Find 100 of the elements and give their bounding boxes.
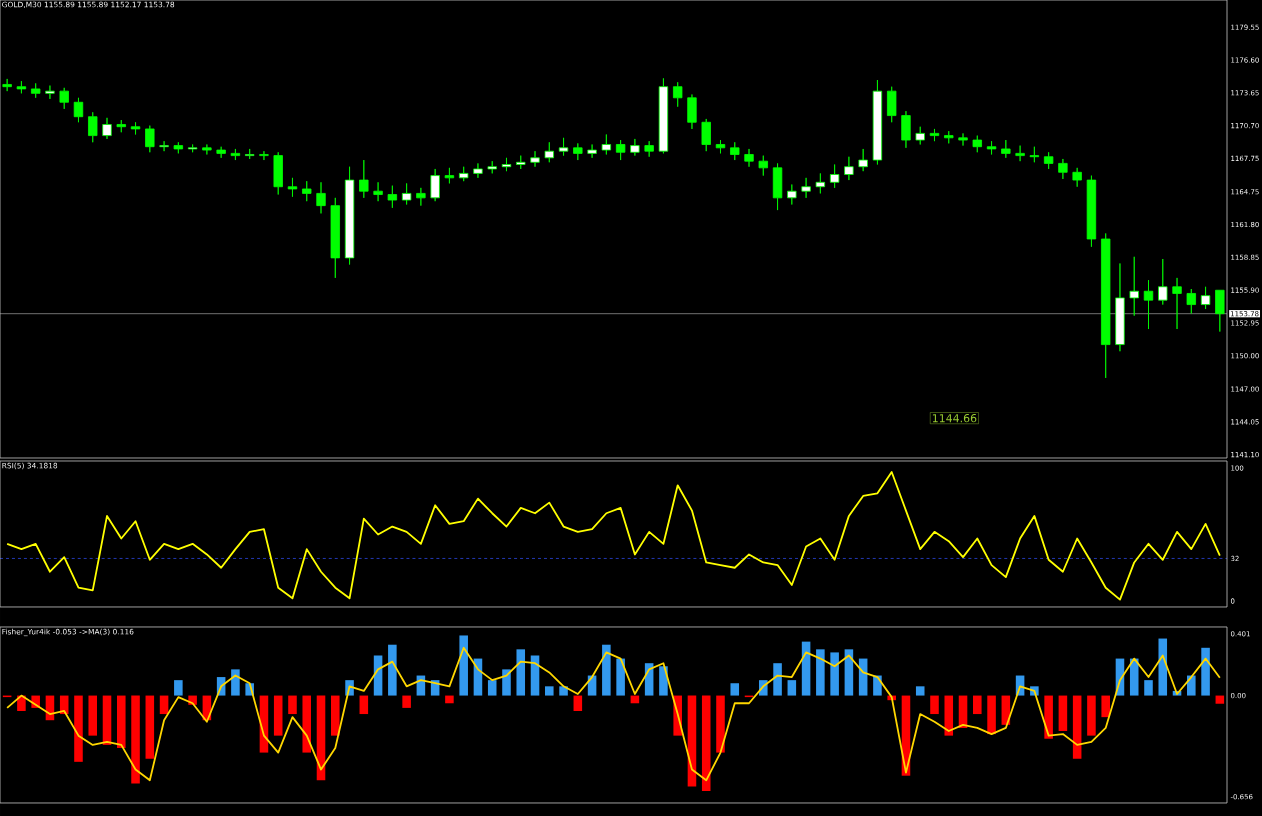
candlestick [1101, 233, 1111, 379]
bar [1087, 695, 1096, 736]
candlestick [944, 130, 954, 144]
candlestick [701, 118, 711, 152]
bar [302, 695, 312, 753]
candlestick [1086, 175, 1097, 248]
candlestick [615, 139, 626, 161]
candlestick [202, 144, 212, 155]
candlestick [31, 82, 41, 99]
candlestick [88, 111, 98, 143]
candlestick [901, 110, 911, 149]
candlestick [1043, 151, 1054, 170]
bar [388, 644, 397, 696]
candlestick [273, 151, 283, 195]
candlestick [473, 162, 483, 179]
bar [987, 695, 996, 735]
candlestick [815, 173, 826, 194]
candlestick [159, 140, 169, 152]
candlestick [501, 157, 512, 172]
candlestick [230, 148, 241, 161]
bar [616, 658, 625, 696]
candlestick [459, 166, 469, 182]
bar [716, 695, 725, 753]
candlestick [1129, 256, 1139, 317]
candlestick [801, 177, 811, 199]
bar [1129, 658, 1139, 696]
bar [174, 680, 183, 696]
candlestick [687, 94, 697, 130]
candlestick [658, 77, 669, 154]
candlestick [915, 126, 925, 145]
bar [102, 695, 112, 745]
candlestick [744, 148, 754, 168]
bar [131, 695, 140, 784]
candlestick [858, 148, 868, 172]
bar [1058, 695, 1068, 732]
candlestick [359, 159, 369, 199]
candlestick [430, 168, 440, 202]
candlestick [1186, 288, 1196, 314]
bar [659, 666, 668, 696]
bar [930, 695, 939, 715]
bar [602, 644, 611, 696]
bar [944, 695, 954, 736]
bar [459, 635, 468, 696]
candlestick [287, 177, 298, 198]
annotation: 1144.66 [932, 414, 977, 423]
candlestick [216, 146, 226, 159]
candlestick [673, 81, 683, 108]
bar [773, 663, 782, 696]
bar [159, 695, 169, 715]
line-series [6, 471, 1221, 601]
bar [530, 655, 540, 696]
candlestick [758, 155, 768, 177]
bar [701, 695, 711, 792]
candlestick [444, 167, 455, 184]
candlestick [145, 125, 155, 153]
bar [1044, 695, 1053, 739]
candlestick [344, 166, 355, 265]
bar [1187, 675, 1196, 696]
candlestick [558, 137, 569, 157]
bar [445, 695, 454, 704]
candlestick [1143, 279, 1154, 330]
candlestick [772, 162, 783, 211]
candlestick [715, 139, 726, 154]
bar [359, 695, 369, 715]
candlestick [102, 117, 112, 140]
bar [117, 695, 126, 748]
bar [373, 655, 383, 696]
candlestick [601, 134, 612, 155]
candlestick [45, 85, 55, 100]
bar [816, 649, 825, 696]
candlestick [1058, 158, 1068, 180]
candlestick [1215, 289, 1225, 332]
bar [516, 649, 526, 696]
candlestick [130, 121, 141, 135]
candlestick [587, 144, 597, 159]
bar [844, 649, 854, 696]
candlestick [1115, 263, 1125, 352]
candlestick [844, 156, 854, 181]
bar [231, 669, 240, 696]
bar [331, 695, 340, 736]
candlestick [544, 141, 554, 163]
candlestick [1015, 145, 1025, 162]
candlestick [387, 185, 398, 209]
candlestick [373, 181, 383, 202]
candlestick [1029, 146, 1040, 163]
candlestick [330, 197, 340, 279]
bar [830, 652, 839, 696]
candlestick [173, 141, 184, 154]
bar [730, 683, 740, 696]
bar [1158, 638, 1168, 696]
candlestick [401, 183, 412, 205]
bar [545, 686, 554, 696]
candlestick [730, 141, 740, 161]
candlestick [16, 80, 27, 94]
candlestick [787, 184, 797, 205]
candlestick [59, 87, 69, 110]
bar [573, 695, 583, 711]
bar [1144, 680, 1153, 696]
bar [74, 695, 83, 762]
candlestick [872, 79, 883, 165]
